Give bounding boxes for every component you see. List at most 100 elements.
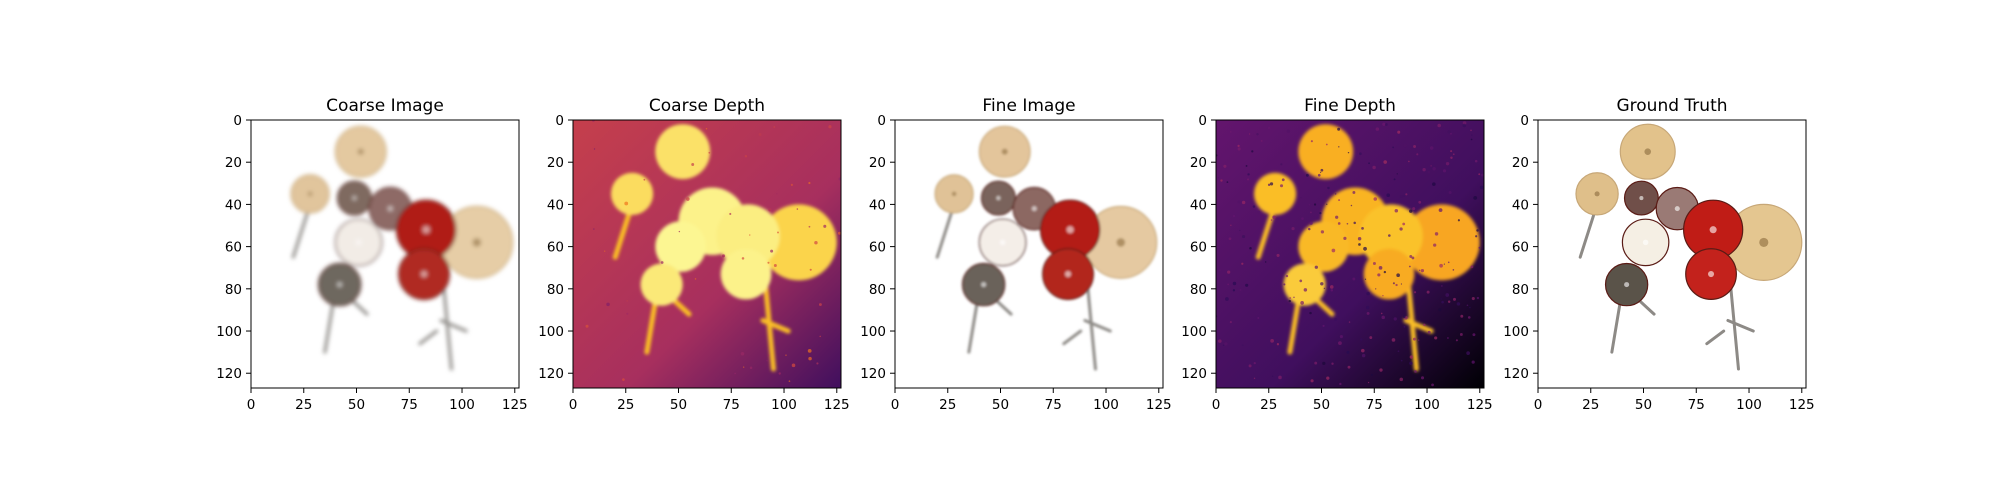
depth-noise bbox=[1245, 165, 1248, 167]
depth-noise bbox=[796, 208, 799, 210]
depth-noise bbox=[1470, 129, 1472, 132]
depth-noise bbox=[1409, 361, 1413, 366]
depth-noise bbox=[1399, 377, 1404, 382]
drum-center bbox=[1065, 271, 1072, 278]
drum-center bbox=[337, 282, 343, 288]
depth-noise bbox=[1432, 182, 1436, 186]
depth-noise bbox=[1314, 361, 1318, 365]
drum-center bbox=[1066, 226, 1074, 234]
depth-noise bbox=[1472, 333, 1476, 337]
depth-noise bbox=[626, 299, 629, 302]
depth-noise bbox=[1473, 195, 1478, 200]
depth-noise bbox=[1252, 205, 1256, 208]
depth-noise bbox=[1462, 123, 1467, 128]
drum-center bbox=[422, 226, 430, 234]
drum-center bbox=[1709, 226, 1717, 234]
depth-noise bbox=[766, 360, 768, 362]
depth-noise bbox=[593, 228, 595, 230]
cymbal-center bbox=[472, 238, 482, 247]
cymbal-center bbox=[1001, 148, 1008, 155]
depth-noise bbox=[1270, 219, 1273, 221]
depth-noise bbox=[1276, 253, 1280, 257]
axes-frame bbox=[572, 119, 842, 389]
depth-noise bbox=[1359, 152, 1362, 156]
depth-noise bbox=[1479, 185, 1484, 190]
depth-noise bbox=[1280, 163, 1283, 166]
depth-noise bbox=[1394, 209, 1399, 213]
depth-noise bbox=[1281, 348, 1285, 352]
depth-noise bbox=[1395, 283, 1398, 287]
depth-noise bbox=[1364, 278, 1367, 280]
depth-noise bbox=[1402, 194, 1406, 198]
depth-noise bbox=[1414, 370, 1417, 373]
depth-noise bbox=[1353, 221, 1356, 225]
depth-noise bbox=[1348, 131, 1351, 134]
depth-noise bbox=[1366, 291, 1370, 296]
panel-1: Coarse Depth 0 25 50 75 100 125 0 20 40 60 80 100 120 bbox=[538, 96, 849, 413]
depth-noise bbox=[1227, 283, 1230, 286]
depth-noise bbox=[1412, 337, 1416, 341]
depth-noise bbox=[1334, 193, 1337, 195]
depth-noise bbox=[1400, 283, 1403, 285]
depth-noise bbox=[1392, 282, 1395, 285]
depth-noise bbox=[1470, 265, 1474, 269]
depth-noise bbox=[680, 194, 683, 198]
depth-noise bbox=[807, 348, 812, 353]
depth-noise bbox=[1440, 298, 1442, 300]
depth-noise bbox=[1222, 344, 1225, 347]
depth-stand bbox=[760, 317, 791, 334]
depth-noise bbox=[1230, 224, 1232, 226]
depth-noise bbox=[1337, 222, 1341, 225]
depth-blob bbox=[760, 204, 837, 281]
y-tick-label: 60 bbox=[225, 240, 242, 256]
panel-0: Coarse Image 0 25 50 75 100 125 0 20 40 60 80 100 120 bbox=[216, 96, 527, 413]
depth-noise bbox=[1346, 222, 1349, 225]
depth-stand bbox=[1403, 317, 1434, 334]
y-tick-label: 40 bbox=[225, 197, 242, 213]
panel-title: Coarse Image bbox=[326, 96, 444, 116]
x-tick-label: 75 bbox=[401, 397, 418, 413]
depth-noise bbox=[1281, 178, 1285, 182]
depth-noise bbox=[1408, 160, 1410, 163]
depth-noise bbox=[729, 212, 732, 215]
depth-noise bbox=[1469, 306, 1471, 309]
depth-noise bbox=[1375, 127, 1380, 131]
axes-frame bbox=[1537, 119, 1807, 389]
x-tick-label: 100 bbox=[1093, 397, 1119, 413]
depth-noise bbox=[1325, 143, 1328, 146]
depth-noise bbox=[678, 230, 681, 233]
x-tick-label: 75 bbox=[1366, 397, 1383, 413]
depth-noise bbox=[1230, 131, 1232, 133]
depth-noise bbox=[1249, 246, 1252, 250]
depth-noise bbox=[1452, 269, 1455, 271]
panel-image-area bbox=[251, 120, 519, 388]
depth-noise bbox=[1317, 173, 1321, 177]
panel-4: Ground Truth 0 25 50 75 100 125 0 20 40 60 80 100 120 bbox=[1503, 96, 1814, 413]
depth-noise bbox=[1478, 246, 1481, 249]
depth-noise bbox=[1247, 173, 1250, 176]
depth-noise bbox=[1460, 314, 1464, 318]
x-tick-label: 0 bbox=[891, 397, 900, 413]
depth-noise bbox=[749, 366, 753, 369]
depth-noise bbox=[1347, 151, 1350, 154]
depth-noise bbox=[1251, 150, 1254, 153]
depth-noise bbox=[1396, 173, 1398, 175]
depth-noise bbox=[1434, 336, 1438, 340]
depth-noise bbox=[1343, 236, 1347, 240]
depth-noise bbox=[1431, 383, 1434, 387]
depth-noise bbox=[1358, 243, 1361, 246]
depth-noise bbox=[1418, 339, 1420, 341]
depth-noise bbox=[1293, 296, 1295, 299]
y-tick-label: 0 bbox=[233, 113, 242, 129]
drum-center bbox=[355, 239, 362, 246]
y-tick-label: 80 bbox=[547, 282, 564, 298]
depth-noise bbox=[1392, 146, 1394, 149]
depth-noise bbox=[1314, 265, 1318, 269]
depth-noise bbox=[790, 183, 793, 186]
depth-noise bbox=[743, 366, 745, 368]
x-tick-label: 0 bbox=[1534, 397, 1543, 413]
depth-noise bbox=[1228, 237, 1232, 241]
x-tick-label: 25 bbox=[939, 397, 956, 413]
depth-noise bbox=[1309, 221, 1313, 225]
depth-noise bbox=[1397, 350, 1400, 353]
